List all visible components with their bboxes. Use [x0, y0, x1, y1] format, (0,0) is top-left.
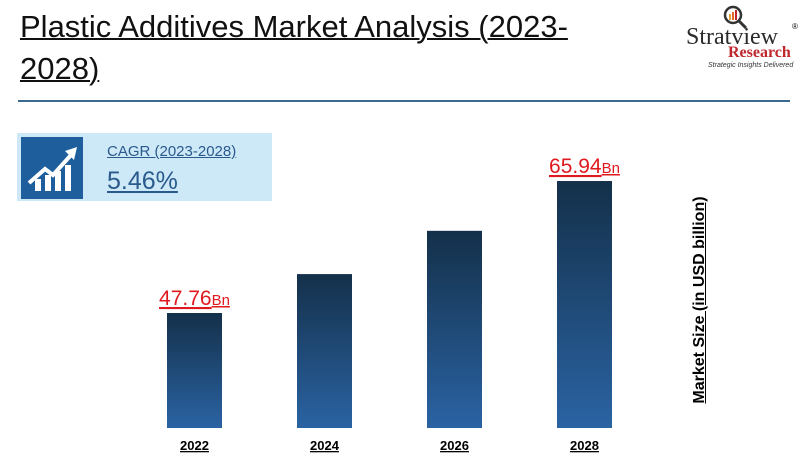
x-tick-label: 2028 [570, 438, 599, 453]
data-label: 65.94Bn [549, 155, 620, 178]
page-title: Plastic Additives Market Analysis (2023-… [20, 9, 568, 86]
data-label: 47.76Bn [159, 287, 230, 310]
logo-registered: ® [792, 22, 798, 31]
logo-name: Stratview [686, 24, 778, 50]
y-axis-label: Market Size (in USD billion) [691, 196, 708, 404]
bar-2026 [427, 230, 482, 428]
x-tick-label: 2024 [310, 438, 340, 453]
cagr-value: 5.46% [107, 167, 178, 195]
magnifier-chart-icon [723, 5, 748, 30]
title-divider [18, 100, 790, 102]
cagr-card: CAGR (2023-2028) 5.46% [17, 133, 272, 201]
bar-2028 [557, 181, 612, 428]
growth-chart-icon [21, 137, 83, 199]
logo-tagline: Strategic Insights Delivered [708, 62, 794, 69]
stratview-logo: Stratview ® Research Strategic Insights … [676, 4, 800, 69]
x-tick-label: 2026 [440, 438, 469, 453]
bar-2024 [297, 274, 352, 428]
logo-sub: Research [728, 44, 791, 61]
cagr-label: CAGR (2023-2028) [107, 143, 237, 160]
bar-2022 [167, 313, 222, 428]
x-tick-label: 2022 [180, 438, 209, 453]
